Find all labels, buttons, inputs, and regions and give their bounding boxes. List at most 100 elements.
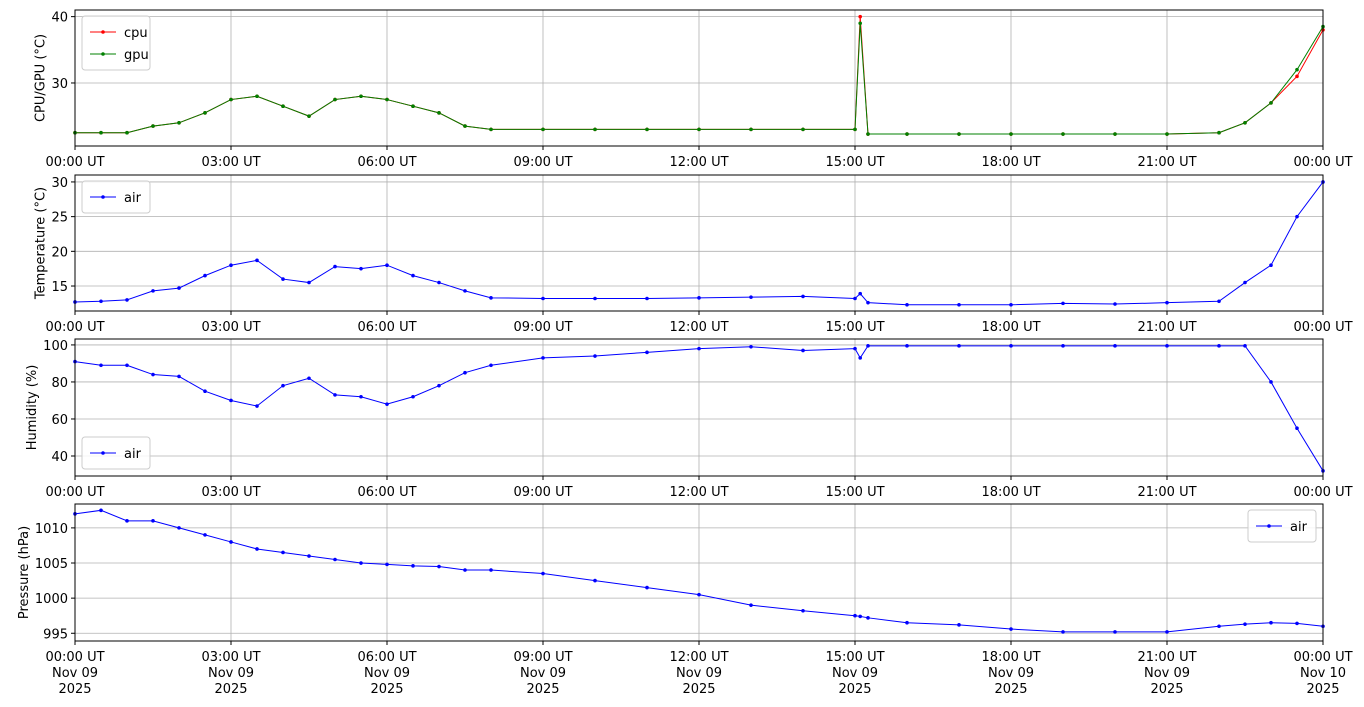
plot-frame: [74, 9, 1324, 147]
data-point: [1165, 630, 1169, 634]
data-point: [385, 263, 389, 268]
y-tick-label: 995: [43, 627, 68, 642]
data-point: [866, 300, 870, 305]
data-point: [645, 296, 649, 301]
data-point: [489, 296, 493, 300]
data-point: [645, 127, 649, 132]
data-point: [1217, 624, 1221, 629]
x-tick-label-line: Nov 09: [676, 666, 722, 681]
x-tick-label-line: 2025: [58, 682, 91, 697]
data-point: [541, 127, 545, 132]
plot-frame: [74, 503, 1324, 642]
data-point: [1269, 620, 1273, 625]
data-point: [1295, 74, 1299, 79]
data-point: [697, 592, 701, 597]
data-point: [905, 132, 909, 136]
x-tick-label-line: 03:00 UT: [201, 650, 260, 665]
x-tick-label: 15:00 UT: [825, 155, 884, 170]
data-point: [281, 550, 285, 555]
data-point: [1269, 263, 1273, 268]
x-tick-label: 15:00 UT Nov 09 2025: [825, 650, 884, 697]
data-point: [858, 21, 862, 26]
x-tick-label: 03:00 UT Nov 09 2025: [201, 650, 260, 697]
data-point: [1061, 301, 1065, 306]
data-point: [1243, 280, 1247, 285]
data-point: [1113, 302, 1117, 306]
legend-marker: [101, 451, 105, 455]
data-point: [801, 348, 805, 353]
data-point: [905, 620, 909, 625]
data-point: [645, 350, 649, 355]
x-tick-label-line: 2025: [682, 682, 715, 697]
x-tick-label: 15:00 UT: [825, 485, 884, 500]
data-point: [801, 608, 805, 613]
plot-frame: [74, 174, 1324, 312]
data-point: [1113, 132, 1117, 136]
data-point: [359, 266, 363, 271]
y-tick-label: 1010: [35, 522, 68, 537]
data-point: [99, 508, 103, 513]
x-tick-label: 12:00 UT Nov 09 2025: [669, 650, 728, 697]
data-point: [203, 273, 207, 278]
data-point: [333, 557, 337, 562]
data-point: [463, 124, 467, 128]
data-point: [697, 346, 701, 351]
data-point: [905, 344, 909, 348]
data-point: [801, 294, 805, 299]
data-point: [99, 299, 103, 304]
data-point: [359, 94, 363, 99]
data-point: [697, 296, 701, 300]
data-point: [593, 127, 597, 132]
x-tick-label: 00:00 UT: [45, 155, 104, 170]
data-point: [1295, 426, 1299, 431]
x-tick-label: 21:00 UT: [1137, 320, 1196, 335]
x-tick-label: 00:00 UT: [1293, 155, 1352, 170]
data-point: [463, 289, 467, 293]
data-point: [858, 614, 862, 619]
data-point: [957, 132, 961, 136]
data-point: [229, 398, 233, 403]
data-point: [853, 296, 857, 301]
data-point: [1295, 621, 1299, 626]
legend-label: cpu: [124, 26, 148, 41]
y-tick-label: 30: [51, 176, 68, 191]
data-point: [151, 124, 155, 128]
data-point: [307, 376, 311, 381]
data-point: [749, 344, 753, 349]
x-tick-label-line: 00:00 UT: [45, 650, 104, 665]
data-point: [203, 389, 207, 394]
data-point: [437, 111, 441, 115]
data-point: [749, 127, 753, 132]
data-point: [307, 114, 311, 118]
x-tick-label: 12:00 UT: [669, 320, 728, 335]
x-tick-label: 00:00 UT: [45, 485, 104, 500]
data-point: [593, 354, 597, 358]
data-point: [489, 127, 493, 132]
data-point: [1269, 380, 1273, 384]
y-tick-label: 100: [43, 339, 68, 354]
data-point: [203, 533, 207, 537]
legend-marker: [101, 195, 105, 199]
legend-label: air: [124, 191, 142, 206]
x-tick-label: 00:00 UT: [45, 320, 104, 335]
x-tick-label: 00:00 UT Nov 10 2025: [1293, 650, 1352, 697]
data-point: [463, 370, 467, 375]
data-point: [541, 356, 545, 360]
y-tick-label: 40: [51, 450, 68, 465]
y-tick-label: 20: [51, 245, 68, 260]
x-tick-label: 09:00 UT: [513, 155, 572, 170]
data-point: [1113, 630, 1117, 634]
data-point: [1269, 101, 1273, 105]
data-point: [359, 561, 363, 565]
x-tick-label-line: Nov 09: [988, 666, 1034, 681]
data-point: [125, 519, 129, 523]
data-point: [1165, 344, 1169, 348]
legend-label: air: [1290, 520, 1308, 535]
legend-marker: [101, 30, 105, 34]
x-tick-label: 18:00 UT: [981, 485, 1040, 500]
y-axis-label: CPU/GPU (°C): [33, 34, 48, 122]
data-point: [866, 344, 870, 348]
x-tick-label: 06:00 UT: [357, 155, 416, 170]
data-point: [177, 286, 181, 290]
